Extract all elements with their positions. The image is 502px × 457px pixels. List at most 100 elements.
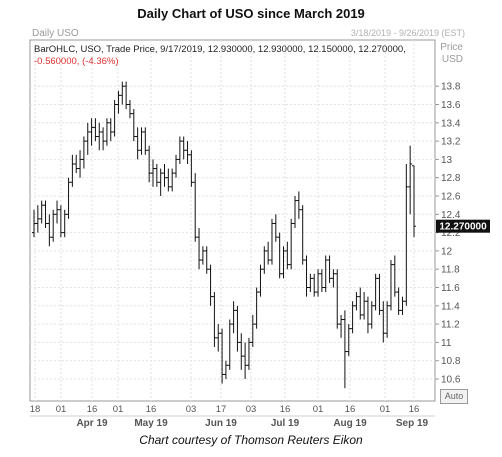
ohlc-bar <box>269 218 274 265</box>
ohlc-bar <box>47 214 52 247</box>
ohlc-bar <box>277 232 282 279</box>
ohlc-bar <box>377 273 382 315</box>
ohlc-bar <box>412 165 416 238</box>
ohlc-bar <box>51 209 56 242</box>
last-price-label: 12.270000 <box>439 222 487 233</box>
ohlc-bar <box>354 292 359 311</box>
y-tick-label: 12.4 <box>441 210 461 221</box>
ohlc-bar <box>181 136 186 160</box>
grid-lines <box>30 40 435 401</box>
ohlc-bar <box>204 246 209 274</box>
ohlc-bar <box>116 90 121 114</box>
legend-change: -0.560000, (-4.36%) <box>34 56 119 67</box>
x-tick-label: 03 <box>186 404 197 415</box>
ohlc-bar <box>381 301 386 343</box>
x-tick-label: 16 <box>409 404 420 415</box>
footer-credit: Chart courtesy of Thomson Reuters Eikon <box>139 433 363 447</box>
y-tick-label: 13 <box>441 155 453 166</box>
ohlc-bar <box>200 246 205 265</box>
y-tick-label: 10.8 <box>441 356 461 367</box>
ohlc-bar <box>81 136 86 169</box>
y-tick-label: 11.6 <box>441 283 460 294</box>
y-tick-label: 11.4 <box>441 301 460 312</box>
ohlc-bar <box>78 150 83 178</box>
ohlc-bar <box>342 310 347 389</box>
y-tick-label: 13.6 <box>441 100 461 111</box>
x-tick-label: 16 <box>87 404 98 415</box>
ohlc-bar <box>108 118 113 142</box>
ohlc-bar <box>335 269 340 329</box>
ohlc-bar <box>70 154 75 187</box>
x-tick-label: 01 <box>113 404 124 415</box>
ohlc-bar <box>135 127 140 160</box>
ohlc-bar <box>243 342 248 379</box>
x-tick-label: 16 <box>280 404 291 415</box>
price-label-line2: USD <box>441 54 463 65</box>
legend-text: BarOHLC, USO, Trade Price, 9/17/2019, 12… <box>34 44 406 55</box>
ohlc-bar <box>58 205 63 238</box>
y-tick-label: 12 <box>441 246 453 257</box>
ohlc-bar <box>170 168 175 192</box>
ohlc-bar <box>308 273 313 293</box>
chart-title: Daily Chart of USO since March 2019 <box>137 6 365 21</box>
ohlc-bar <box>369 301 374 329</box>
ohlc-bar <box>189 150 194 187</box>
last-price-box <box>436 219 490 233</box>
ohlc-bar <box>250 314 255 347</box>
ohlc-bar <box>212 292 217 347</box>
ohlc-bar <box>112 99 117 137</box>
x-month-label: Jun 19 <box>205 418 237 429</box>
ohlc-bar <box>254 287 259 329</box>
price-label-line1: Price <box>440 42 463 53</box>
ohlc-bar <box>231 301 236 334</box>
ohlc-bar <box>55 200 60 224</box>
y-tick-label: 12.2 <box>441 228 461 239</box>
x-tick-label: 01 <box>56 404 67 415</box>
ohlc-bar <box>124 81 129 110</box>
ohlc-bar <box>273 214 278 242</box>
ohlc-bar <box>223 360 228 379</box>
ohlc-bar <box>35 205 40 233</box>
y-tick-label: 13.2 <box>441 137 461 148</box>
ohlc-bar <box>93 118 98 142</box>
x-month-label: Apr 19 <box>76 418 108 429</box>
plot-area-border <box>29 39 436 402</box>
ohlc-bar <box>331 269 336 288</box>
ohlc-bar <box>104 118 109 146</box>
auto-scale-button[interactable]: Auto <box>440 389 468 404</box>
y-axis: 13.8 13.6 13.4 13.2 13 12.8 12.6 12.4 12.2 12 11.8… <box>435 82 461 386</box>
price-axis-label: Price USD <box>440 42 463 66</box>
ohlc-bar <box>262 246 267 274</box>
ohlc-bar <box>227 319 232 370</box>
y-tick-label: 10.6 <box>441 375 461 386</box>
x-tick-label: 16 <box>146 404 157 415</box>
ohlc-bar <box>43 200 48 229</box>
x-month-label: Jul 19 <box>271 418 300 429</box>
date-range: 3/18/2019 - 9/26/2019 (EST) <box>350 28 465 38</box>
ohlc-bar <box>373 273 378 311</box>
ohlc-bar <box>316 269 321 297</box>
ohlc-bar <box>220 328 225 384</box>
y-tick-label: 12.6 <box>441 192 461 203</box>
ohlc-bar <box>388 260 393 311</box>
y-tick-label: 11 <box>441 338 452 349</box>
ohlc-bar <box>239 333 244 370</box>
ohlc-bar <box>400 296 405 315</box>
ohlc-bar <box>358 287 363 320</box>
ohlc-bar <box>216 324 221 352</box>
ohlc-bar <box>120 81 125 105</box>
ohlc-bar <box>296 191 301 219</box>
ohlc-bar <box>327 255 332 283</box>
y-tick-label: 11.2 <box>441 320 460 331</box>
ohlc-bar <box>350 301 355 334</box>
ohlc-bar <box>32 209 36 238</box>
ohlc-bar <box>143 127 148 155</box>
ohlc-bar <box>89 118 94 146</box>
ohlc-bar <box>293 196 298 229</box>
ohlc-bar <box>304 255 309 297</box>
ohlc-bar <box>147 145 152 183</box>
x-month-label: Sep 19 <box>396 418 429 429</box>
ohlc-bar <box>177 136 182 164</box>
ohlc-bar <box>319 269 324 293</box>
